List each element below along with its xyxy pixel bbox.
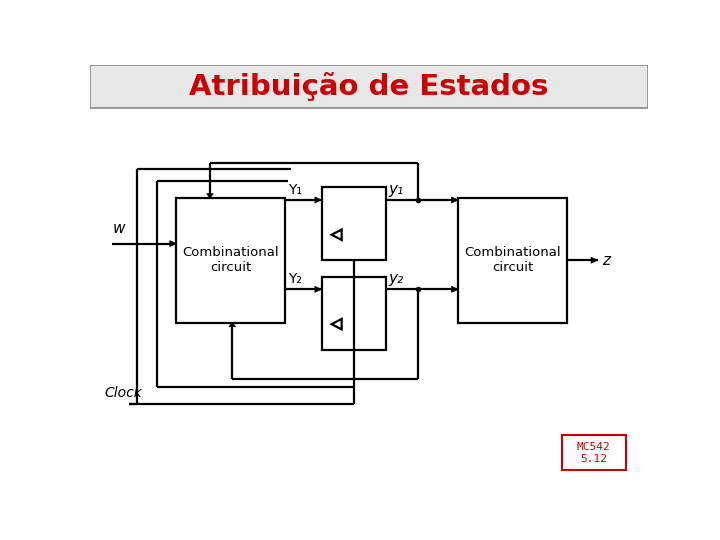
Bar <box>562 435 626 470</box>
Bar <box>459 198 567 322</box>
Text: Combinational
circuit: Combinational circuit <box>464 246 561 274</box>
Text: Combinational
circuit: Combinational circuit <box>183 246 279 274</box>
Polygon shape <box>451 286 459 292</box>
Bar <box>322 277 386 349</box>
Polygon shape <box>229 322 235 327</box>
Polygon shape <box>207 194 213 198</box>
Text: MC542
5.12: MC542 5.12 <box>577 442 611 463</box>
Polygon shape <box>315 286 322 292</box>
Bar <box>90 65 648 109</box>
Text: y₁: y₁ <box>389 181 404 197</box>
Text: Atribuição de Estados: Atribuição de Estados <box>189 72 549 102</box>
Text: w: w <box>112 221 125 236</box>
Polygon shape <box>591 257 598 263</box>
Text: z: z <box>602 253 611 268</box>
Polygon shape <box>451 197 459 203</box>
Text: Y₂: Y₂ <box>288 272 302 286</box>
Text: Clock: Clock <box>104 386 142 400</box>
Text: Y₁: Y₁ <box>288 183 302 197</box>
Bar <box>176 198 285 322</box>
Bar <box>322 187 386 260</box>
Polygon shape <box>170 241 176 247</box>
Text: y₂: y₂ <box>389 271 404 286</box>
Polygon shape <box>315 197 322 203</box>
